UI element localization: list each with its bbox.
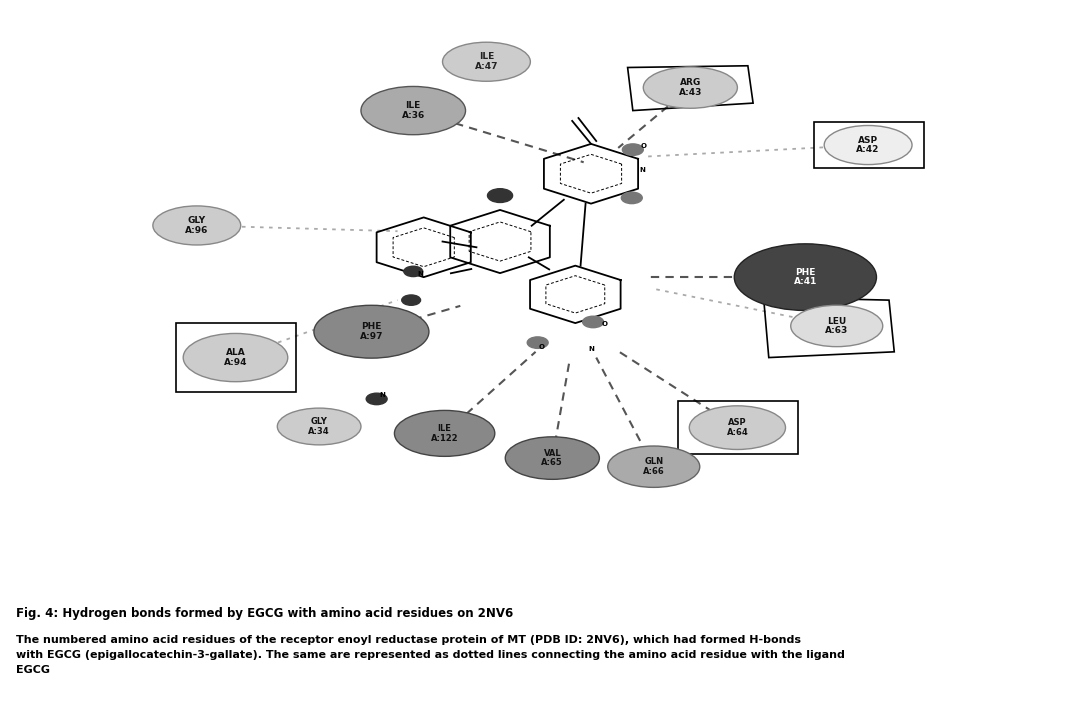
Text: PHE
A:41: PHE A:41 — [794, 268, 817, 286]
Text: LEU
A:63: LEU A:63 — [825, 317, 848, 335]
Ellipse shape — [689, 406, 785, 449]
Text: ILE
A:47: ILE A:47 — [475, 52, 498, 71]
Text: ARG
A:43: ARG A:43 — [679, 78, 702, 97]
Text: O: O — [539, 344, 545, 350]
Circle shape — [403, 266, 423, 276]
Text: O: O — [640, 143, 647, 149]
Ellipse shape — [791, 305, 882, 347]
Ellipse shape — [608, 446, 700, 488]
Ellipse shape — [734, 244, 876, 310]
Ellipse shape — [643, 67, 737, 108]
Ellipse shape — [361, 86, 465, 135]
Text: ASP
A:42: ASP A:42 — [857, 136, 880, 154]
Ellipse shape — [506, 437, 600, 480]
Text: PHE
A:97: PHE A:97 — [360, 322, 383, 341]
Circle shape — [488, 189, 512, 202]
Circle shape — [366, 393, 387, 405]
Text: N: N — [639, 167, 646, 173]
Text: Fig. 4: Hydrogen bonds formed by EGCG with amino acid residues on 2NV6: Fig. 4: Hydrogen bonds formed by EGCG wi… — [16, 607, 513, 620]
Text: N: N — [379, 392, 385, 398]
Text: N: N — [417, 271, 424, 277]
Bar — [678, 401, 798, 454]
Text: GLY
A:34: GLY A:34 — [308, 417, 330, 436]
Circle shape — [622, 144, 643, 155]
Ellipse shape — [395, 411, 495, 457]
Text: ILE
A:36: ILE A:36 — [401, 101, 425, 120]
Ellipse shape — [443, 42, 530, 81]
Text: O: O — [602, 321, 607, 327]
Ellipse shape — [184, 333, 288, 382]
Text: ILE
A:122: ILE A:122 — [431, 424, 459, 443]
Circle shape — [402, 295, 420, 305]
Text: N: N — [588, 346, 594, 352]
Text: The numbered amino acid residues of the receptor enoyl reductase protein of MT (: The numbered amino acid residues of the … — [16, 635, 845, 675]
Text: GLY
A:96: GLY A:96 — [185, 216, 208, 235]
Circle shape — [583, 316, 604, 327]
Bar — [814, 122, 924, 168]
Bar — [176, 323, 297, 392]
Circle shape — [527, 337, 548, 348]
Text: VAL
A:65: VAL A:65 — [541, 449, 563, 467]
Text: ASP
A:64: ASP A:64 — [727, 419, 748, 437]
Circle shape — [621, 192, 642, 204]
Ellipse shape — [277, 408, 361, 445]
Ellipse shape — [153, 206, 241, 245]
Text: GLN
A:66: GLN A:66 — [643, 457, 665, 476]
Ellipse shape — [824, 126, 912, 164]
Text: ALA
A:94: ALA A:94 — [224, 348, 248, 367]
Ellipse shape — [314, 305, 429, 358]
